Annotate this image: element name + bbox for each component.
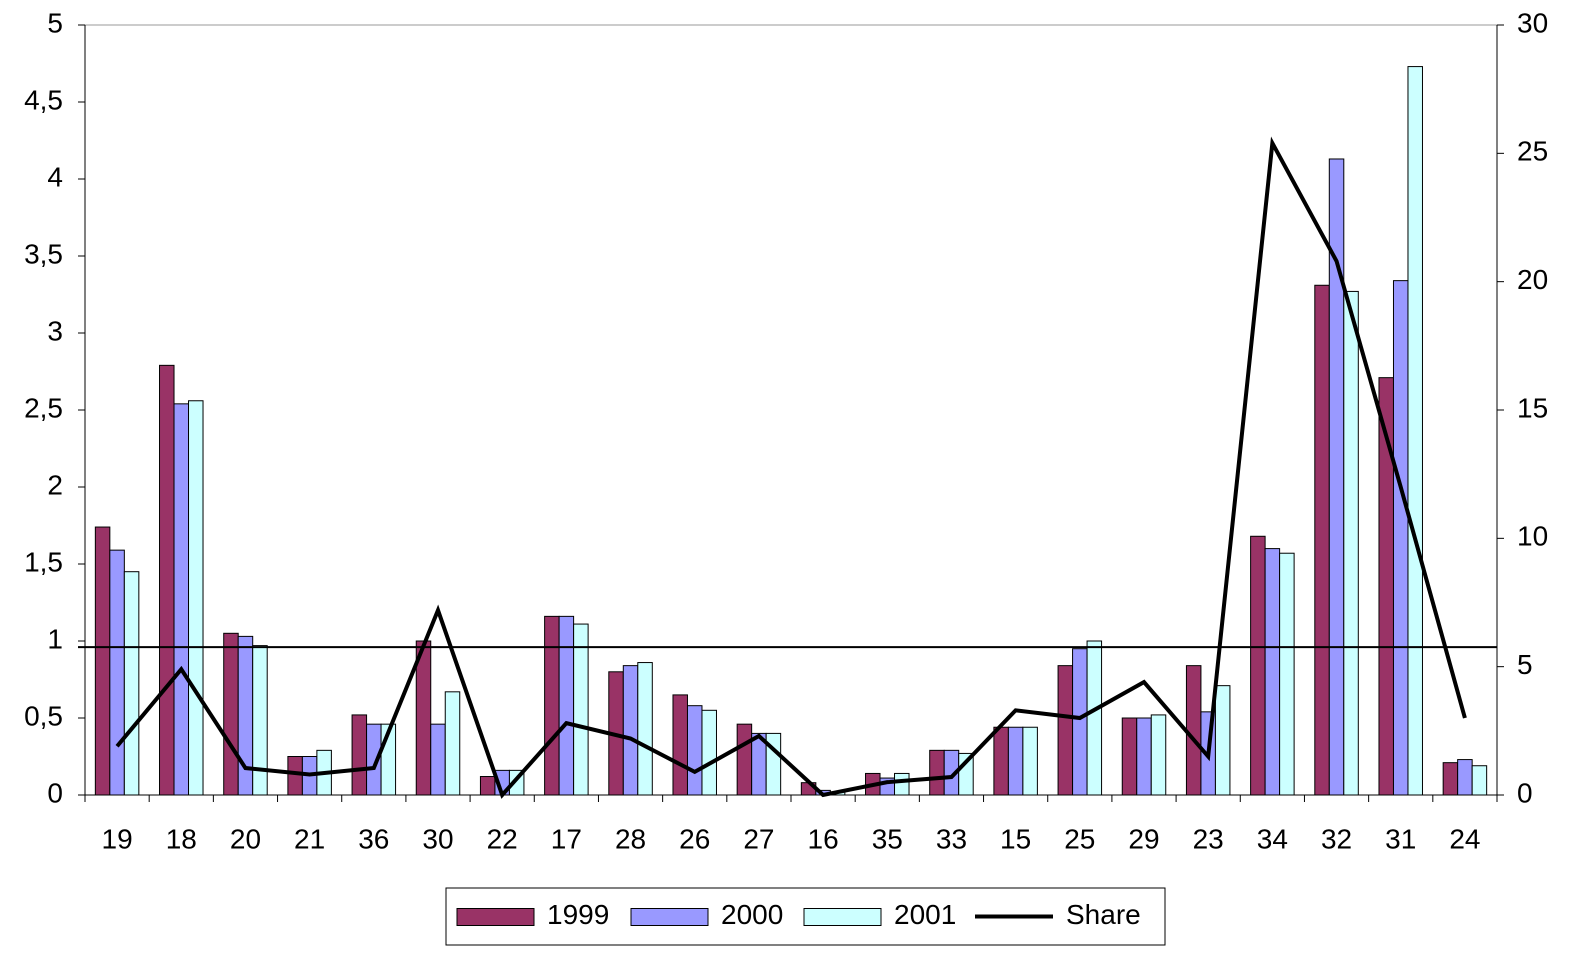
- bar: [637, 662, 653, 796]
- x-tick-label: 27: [743, 823, 774, 854]
- y-tick-label: 4: [47, 161, 63, 192]
- line-series: [115, 136, 1467, 799]
- bar: [622, 665, 639, 796]
- legend-swatch: [456, 908, 535, 926]
- legend-label: Share: [1066, 899, 1141, 930]
- x-tick-label: 28: [615, 823, 646, 854]
- x-tick-label: 34: [1257, 823, 1288, 854]
- y-tick-label: 0: [47, 777, 63, 808]
- bar: [444, 691, 461, 796]
- bar: [1471, 765, 1488, 796]
- bar: [223, 632, 239, 796]
- bar: [188, 400, 204, 796]
- y2-tick-label: 10: [1517, 521, 1548, 552]
- bar: [430, 723, 446, 796]
- bar: [1150, 714, 1167, 796]
- bar: [544, 615, 560, 796]
- bar: [701, 709, 717, 796]
- bar: [1407, 66, 1423, 796]
- x-tick-label: 35: [872, 823, 903, 854]
- x-tick-label: 25: [1064, 823, 1095, 854]
- bar: [993, 726, 1009, 796]
- bar: [159, 364, 175, 796]
- bar: [1136, 717, 1152, 796]
- bar: [1279, 552, 1295, 796]
- x-tick-label: 36: [358, 823, 389, 854]
- bar: [929, 749, 945, 796]
- y2-tick-label: 5: [1517, 649, 1533, 680]
- bar: [479, 776, 496, 796]
- bar: [109, 549, 125, 796]
- legend-swatch: [803, 908, 882, 926]
- x-tick-label: 18: [166, 823, 197, 854]
- y2-tick-label: 25: [1517, 136, 1548, 167]
- bar: [1250, 535, 1266, 796]
- bar: [558, 615, 575, 796]
- bar: [123, 571, 140, 796]
- bar: [1007, 726, 1024, 796]
- x-tick-label: 33: [936, 823, 967, 854]
- bar: [351, 714, 368, 796]
- bar: [1442, 762, 1459, 796]
- bar: [173, 403, 190, 796]
- x-tick-label: 32: [1321, 823, 1352, 854]
- y2-tick-label: 0: [1517, 777, 1533, 808]
- bar: [1214, 685, 1231, 796]
- y-tick-label: 1: [47, 623, 63, 654]
- legend-swatch: [630, 908, 709, 926]
- legend-label: 2001: [894, 899, 956, 930]
- bar: [1072, 648, 1088, 796]
- x-tick-label: 16: [808, 823, 839, 854]
- x-tick-label: 22: [487, 823, 518, 854]
- bar: [287, 756, 303, 796]
- legend-label: 2000: [721, 899, 783, 930]
- bar: [1343, 290, 1359, 796]
- y2-tick-label: 20: [1517, 264, 1548, 295]
- y2-tick-label: 30: [1517, 7, 1548, 38]
- bar: [1057, 665, 1074, 796]
- x-tick-label: 30: [422, 823, 453, 854]
- bar: [686, 705, 703, 796]
- bar: [1457, 759, 1473, 796]
- y-tick-label: 1,5: [24, 546, 63, 577]
- y-tick-label: 2: [47, 469, 63, 500]
- bar: [1022, 726, 1038, 796]
- bar: [1086, 640, 1103, 796]
- x-tick-label: 19: [102, 823, 133, 854]
- bar: [672, 694, 688, 796]
- x-tick-label: 23: [1193, 823, 1224, 854]
- x-tick-label: 31: [1385, 823, 1416, 854]
- bar: [252, 645, 268, 796]
- bar: [415, 640, 432, 796]
- x-tick-label: 20: [230, 823, 261, 854]
- bar: [1185, 665, 1202, 796]
- x-tick-label: 29: [1128, 823, 1159, 854]
- bar: [736, 723, 753, 796]
- bar: [1121, 717, 1138, 796]
- legend-label: 1999: [547, 899, 609, 930]
- bar: [1264, 548, 1281, 796]
- bar: [1392, 280, 1409, 796]
- y-tick-label: 0,5: [24, 700, 63, 731]
- y-tick-label: 3,5: [24, 238, 63, 269]
- y-tick-label: 4,5: [24, 84, 63, 115]
- y-tick-label: 2,5: [24, 392, 63, 423]
- x-tick-label: 17: [551, 823, 582, 854]
- bar: [573, 623, 589, 796]
- bar: [94, 526, 111, 796]
- bar: [1314, 284, 1330, 796]
- y2-tick-label: 15: [1517, 392, 1548, 423]
- x-tick-label: 24: [1449, 823, 1480, 854]
- x-tick-label: 21: [294, 823, 325, 854]
- y-tick-label: 3: [47, 315, 63, 346]
- x-tick-label: 15: [1000, 823, 1031, 854]
- bar: [237, 635, 254, 796]
- x-tick-label: 26: [679, 823, 710, 854]
- bar: [894, 772, 910, 796]
- y-tick-label: 5: [47, 7, 63, 38]
